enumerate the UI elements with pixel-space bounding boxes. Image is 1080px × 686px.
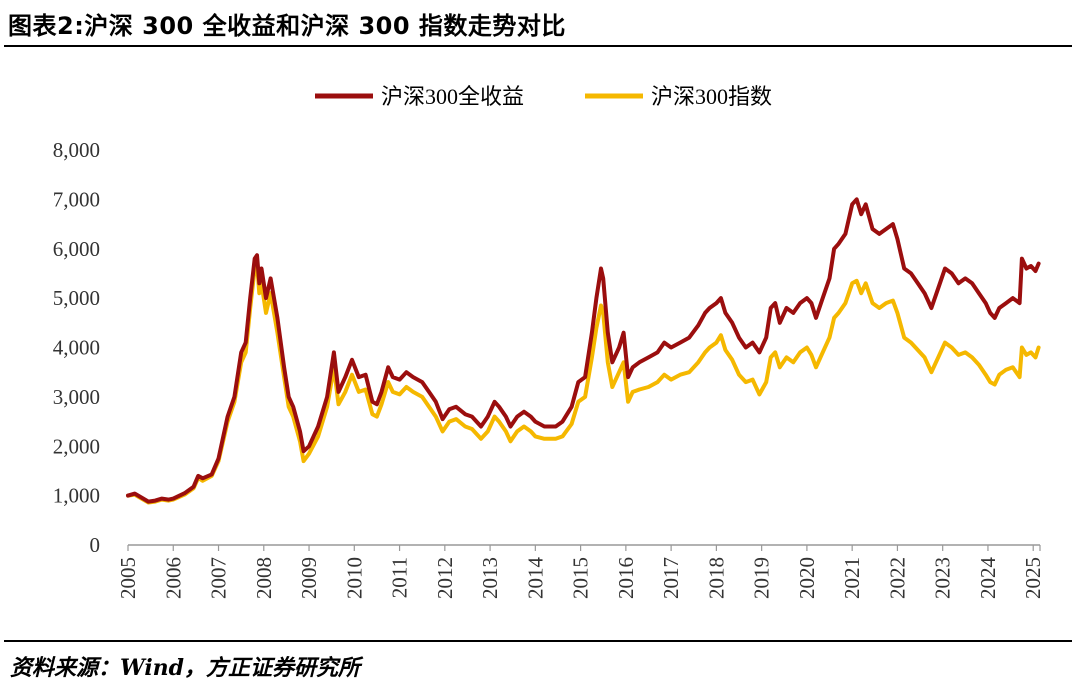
x-tick-label: 2018 xyxy=(704,557,728,599)
y-axis: 0 1,000 2,000 3,000 4,000 5,000 6,000 7,000 8,00… xyxy=(53,138,100,557)
y-tick-label: 2,000 xyxy=(53,434,100,458)
x-tick-label: 2015 xyxy=(569,557,593,599)
x-tick-label: 2017 xyxy=(659,557,683,599)
x-tick-label: 2007 xyxy=(207,557,231,599)
legend-label: 沪深300指数 xyxy=(651,84,772,109)
x-tick-label: 2022 xyxy=(885,557,909,599)
x-tick-label: 2011 xyxy=(388,557,412,598)
line-chart: 沪深300全收益 沪深300指数 0 1,000 2,000 3,000 4,000 5,0… xyxy=(53,84,1045,600)
x-tick-label: 2019 xyxy=(750,557,774,599)
x-tick-label: 2023 xyxy=(931,557,955,599)
y-tick-label: 7,000 xyxy=(53,187,100,211)
y-tick-label: 5,000 xyxy=(53,286,100,310)
legend-label: 沪深300全收益 xyxy=(381,84,524,109)
chart-legend: 沪深300全收益 沪深300指数 xyxy=(315,84,772,109)
y-tick-label: 0 xyxy=(90,533,101,557)
x-tick-label: 2006 xyxy=(161,557,185,599)
x-axis: 2005 2006 2007 2008 2009 2010 2011 2012 2013 2014… xyxy=(116,544,1045,600)
x-tick-label: 2020 xyxy=(795,557,819,599)
x-tick-label: 2013 xyxy=(478,557,502,599)
x-tick-label: 2024 xyxy=(976,557,1000,600)
series-layer xyxy=(126,197,1041,505)
figure-title: 图表2:沪深 300 全收益和沪深 300 指数走势对比 xyxy=(8,12,566,40)
x-tick-label: 2012 xyxy=(433,557,457,599)
x-tick-label: 2021 xyxy=(840,557,864,599)
x-tick-label: 2016 xyxy=(614,557,638,599)
y-tick-label: 8,000 xyxy=(53,138,100,162)
bottom-rule xyxy=(4,640,1072,642)
series-line-index xyxy=(126,261,1041,505)
source-note: 资料来源：Wind，方正证券研究所 xyxy=(10,655,361,681)
x-tick-label: 2010 xyxy=(342,557,366,599)
x-tick-label: 2014 xyxy=(523,557,547,600)
y-tick-label: 4,000 xyxy=(53,336,100,360)
top-rule xyxy=(4,45,1072,47)
y-tick-label: 1,000 xyxy=(53,484,100,508)
x-tick-label: 2008 xyxy=(252,557,276,599)
y-tick-label: 6,000 xyxy=(53,237,100,261)
y-tick-label: 3,000 xyxy=(53,385,100,409)
x-tick-label: 2005 xyxy=(116,557,140,599)
series-line-total-return xyxy=(126,197,1041,504)
x-tick-label: 2025 xyxy=(1021,557,1045,599)
x-tick-label: 2009 xyxy=(297,557,321,599)
